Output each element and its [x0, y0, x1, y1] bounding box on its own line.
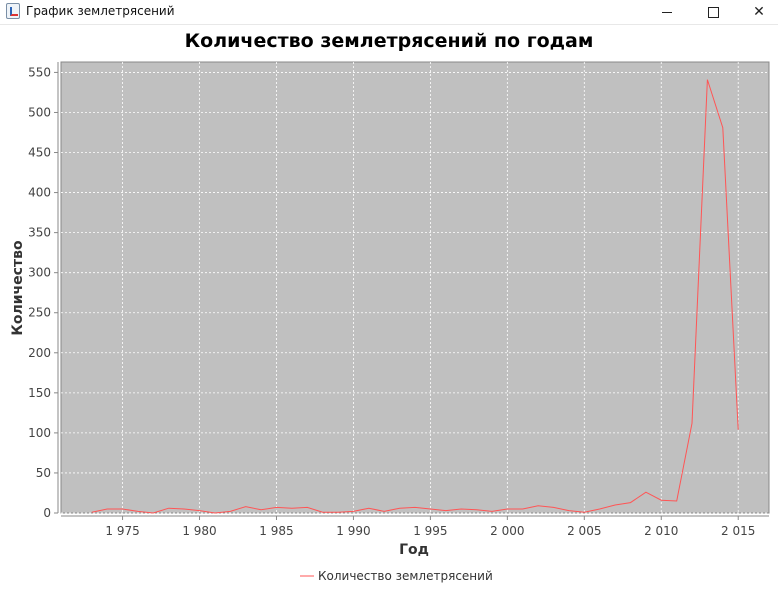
- series-line: [91, 79, 739, 514]
- series-layer: [91, 79, 739, 514]
- axes: 1 975 1 980 1 985 1 990 1 995 2 000 2 005 2 010…: [28, 62, 769, 538]
- chart-panel: Количество землетрясений по годам 1 975 1…: [0, 25, 778, 593]
- java-app-icon: [6, 3, 20, 19]
- x-tick-label: 2 000: [490, 524, 524, 538]
- close-icon: ✕: [753, 4, 765, 20]
- y-tick-label: 100: [28, 426, 51, 440]
- legend: Количество землетрясений: [300, 569, 493, 583]
- x-tick-label: 1 975: [105, 524, 139, 538]
- x-tick-label: 2 015: [721, 524, 755, 538]
- window-title: График землетрясений: [26, 4, 175, 18]
- x-tick-label: 2 005: [567, 524, 601, 538]
- y-tick-label: 200: [28, 346, 51, 360]
- x-tick-label: 1 990: [336, 524, 370, 538]
- grid-lines: [61, 62, 769, 514]
- y-tick-label: 250: [28, 306, 51, 320]
- window-titlebar: График землетрясений ✕: [0, 0, 778, 25]
- y-tick-label: 550: [28, 65, 51, 79]
- y-tick-label: 450: [28, 146, 51, 160]
- x-tick-label: 1 995: [413, 524, 447, 538]
- minimize-icon: [662, 11, 672, 13]
- maximize-icon: [707, 6, 719, 18]
- legend-label: Количество землетрясений: [318, 569, 493, 583]
- y-tick-label: 400: [28, 186, 51, 200]
- plot-area: [60, 61, 770, 514]
- chart-title: Количество землетрясений по годам: [185, 30, 594, 52]
- y-tick-label: 350: [28, 226, 51, 240]
- y-tick-label: 0: [43, 506, 51, 520]
- close-button[interactable]: ✕: [736, 0, 778, 24]
- x-tick-label: 1 985: [259, 524, 293, 538]
- y-tick-label: 50: [36, 466, 51, 480]
- y-tick-label: 300: [28, 266, 51, 280]
- minimize-button[interactable]: [644, 0, 690, 24]
- x-tick-label: 2 010: [644, 524, 678, 538]
- x-tick-label: 1 980: [182, 524, 216, 538]
- x-axis-label: Год: [399, 542, 429, 558]
- maximize-button[interactable]: [690, 0, 736, 24]
- y-axis-label: Количество: [10, 240, 26, 336]
- line-chart: Количество землетрясений по годам 1 975 1…: [10, 30, 770, 583]
- y-tick-label: 150: [28, 386, 51, 400]
- y-tick-label: 500: [28, 105, 51, 119]
